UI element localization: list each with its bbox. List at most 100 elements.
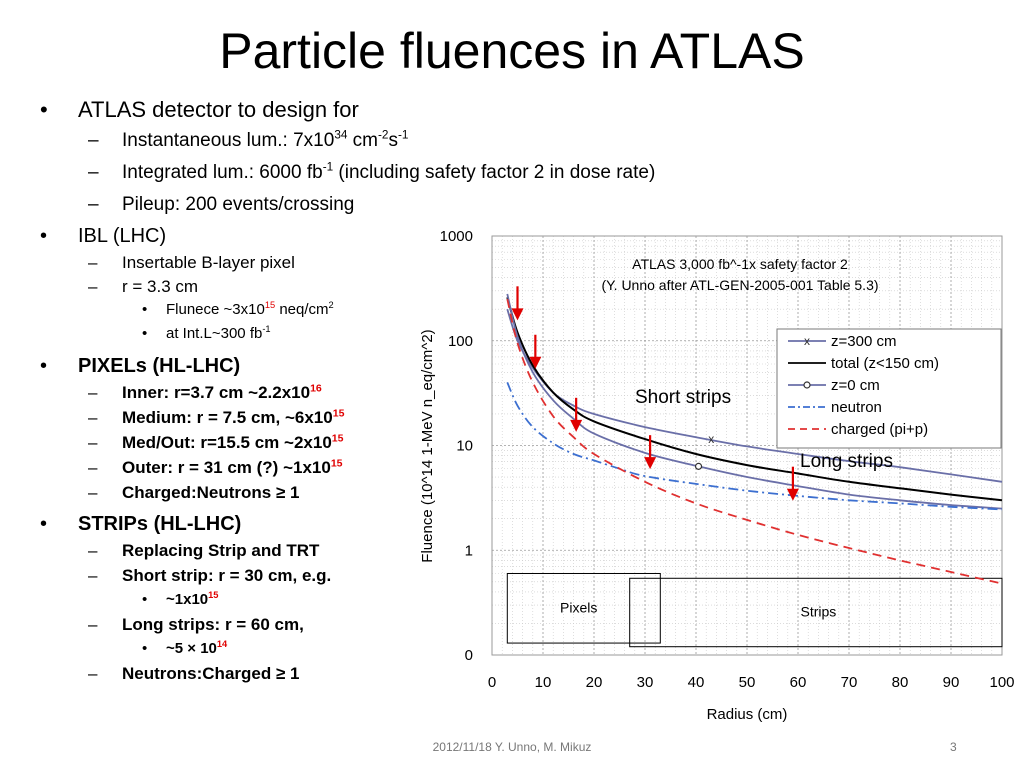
series-marker-circle xyxy=(694,462,703,470)
bullet-pixels-ratio: Charged:Neutrons ≥ 1 xyxy=(122,483,300,502)
red-arrows xyxy=(511,286,799,501)
x-tick-label: 10 xyxy=(535,674,552,691)
x-tick-label: 30 xyxy=(637,674,654,691)
red-arrow-head xyxy=(529,356,542,369)
bullet-pixels-medout: Med/Out: r=15.5 cm ~2x1015 xyxy=(122,432,344,452)
dash-marker: – xyxy=(88,277,98,296)
series-neutron xyxy=(506,382,1003,511)
dash-marker: – xyxy=(88,433,98,452)
slide-title: Particle fluences in ATLAS xyxy=(219,23,805,79)
series-z-300-cm xyxy=(506,308,1003,483)
dash-marker: – xyxy=(88,162,99,183)
bullet-instantaneous-lum: Instantaneous lum.: 7x1034 cm-2s-1 xyxy=(122,128,409,151)
slide-footer: 2012/11/18 Y. Unno, M. Mikuz xyxy=(432,740,592,754)
bullet-strips-long-value: ~5 × 1014 xyxy=(166,639,228,657)
legend-label: z=0 cm xyxy=(831,377,880,394)
legend-label: neutron xyxy=(831,399,882,416)
dash-marker: – xyxy=(88,483,98,502)
annotation-short-strips: Short strips xyxy=(635,387,731,408)
bullet-design: ATLAS detector to design for xyxy=(78,97,359,122)
bullet-ibl-fluence: Flunece ~3x1015 neq/cm2 xyxy=(166,300,334,318)
chart-legend: x z=300 cm total (z<150 cm) z=0 cm neutron ch… xyxy=(776,328,1002,449)
series-lines xyxy=(506,293,1003,585)
bullet-pixels-inner: Inner: r=3.7 cm ~2.2x1016 xyxy=(122,382,322,402)
x-tick-label: 50 xyxy=(739,674,756,691)
x-tick-label: 60 xyxy=(790,674,807,691)
legend-marker-x: x xyxy=(804,334,810,348)
y-tick-label: 100 xyxy=(448,333,473,350)
minor-grid xyxy=(492,236,1002,655)
y-axis-label: Fluence (10^14 1-MeV n_eq/cm^2) xyxy=(419,329,436,562)
dash-marker: – xyxy=(88,253,98,272)
legend-label: charged (pi+p) xyxy=(831,421,928,438)
region-label: Strips xyxy=(801,603,837,619)
series-total-z-150-cm- xyxy=(506,297,1003,502)
bullet-ibl-insertable: Insertable B-layer pixel xyxy=(122,253,295,272)
series-marker-x: x xyxy=(708,432,714,446)
chart-title: ATLAS 3,000 fb^-1x safety factor 2 xyxy=(632,256,848,272)
bullet-marker: • xyxy=(40,355,48,377)
series-charged-pi-p- xyxy=(506,298,1003,585)
dash-marker: – xyxy=(88,194,99,215)
major-grid xyxy=(491,235,1003,656)
region-label: Pixels xyxy=(560,599,597,615)
x-tick-label: 80 xyxy=(892,674,909,691)
bullet-pixels: PIXELs (HL-LHC) xyxy=(78,355,241,377)
bullet-marker: • xyxy=(142,325,148,342)
red-arrow-head xyxy=(511,308,524,321)
legend-label: total (z<150 cm) xyxy=(831,355,939,372)
region-box xyxy=(629,577,1003,648)
page-number: 3 xyxy=(950,740,957,754)
series-z-0-cm xyxy=(506,293,1003,510)
legend-box xyxy=(776,328,1002,449)
dash-marker: – xyxy=(88,130,99,151)
x-axis-label: Radius (cm) xyxy=(707,706,788,723)
bullet-pixels-medium: Medium: r = 7.5 cm, ~6x1015 xyxy=(122,407,345,427)
bullet-strips-ratio: Neutrons:Charged ≥ 1 xyxy=(122,664,300,683)
x-tick-label: 0 xyxy=(488,674,496,691)
bullet-marker: • xyxy=(40,513,48,535)
bullet-pileup: Pileup: 200 events/crossing xyxy=(122,194,355,215)
bullet-strips-long: Long strips: r = 60 cm, xyxy=(122,615,304,634)
bullet-marker: • xyxy=(40,225,48,247)
bullet-pixels-outer: Outer: r = 31 cm (?) ~1x1015 xyxy=(122,457,343,477)
dash-marker: – xyxy=(88,615,98,634)
dash-marker: – xyxy=(88,408,98,427)
red-arrow-head xyxy=(644,457,657,470)
dash-marker: – xyxy=(88,541,98,560)
y-tick-label: 1 xyxy=(465,542,473,559)
y-tick-label: 10 xyxy=(456,438,473,455)
dash-marker: – xyxy=(88,383,98,402)
y-tick-label: 1000 xyxy=(440,228,473,245)
dash-marker: – xyxy=(88,566,98,585)
x-tick-label: 90 xyxy=(943,674,960,691)
bullet-integrated-lum: Integrated lum.: 6000 fb-1 (including sa… xyxy=(122,160,656,183)
bullet-marker: • xyxy=(142,640,148,657)
chart-subtitle: (Y. Unno after ATL-GEN-2005-001 Table 5.… xyxy=(601,277,878,293)
bullet-strips-short-value: ~1x1015 xyxy=(166,590,219,608)
region-box xyxy=(506,572,661,644)
y-tick-label: 0 xyxy=(465,647,473,664)
bullet-marker: • xyxy=(142,301,148,318)
x-tick-label: 100 xyxy=(989,674,1014,691)
annotation-long-strips: Long strips xyxy=(800,451,893,472)
bullet-strips-short: Short strip: r = 30 cm, e.g. xyxy=(122,566,332,585)
bullet-ibl: IBL (LHC) xyxy=(78,225,167,247)
bullet-ibl-intl: at Int.L~300 fb-1 xyxy=(166,324,271,342)
detector-regions: Pixels Strips xyxy=(506,572,1003,648)
bullet-marker: • xyxy=(142,591,148,608)
red-arrow-head xyxy=(570,419,583,432)
plot-frame xyxy=(491,235,1003,656)
bullet-strips-replacing: Replacing Strip and TRT xyxy=(122,541,320,560)
bullet-marker: • xyxy=(40,97,48,122)
x-tick-label: 70 xyxy=(841,674,858,691)
dash-marker: – xyxy=(88,458,98,477)
bullet-ibl-radius: r = 3.3 cm xyxy=(122,277,199,296)
series-markers: x xyxy=(694,432,714,470)
dash-marker: – xyxy=(88,664,98,683)
x-tick-label: 40 xyxy=(688,674,705,691)
x-tick-labels: 0 10 20 30 40 50 60 70 80 90 100 xyxy=(488,674,1015,691)
bullet-strips: STRIPs (HL-LHC) xyxy=(78,513,242,535)
x-tick-label: 20 xyxy=(586,674,603,691)
